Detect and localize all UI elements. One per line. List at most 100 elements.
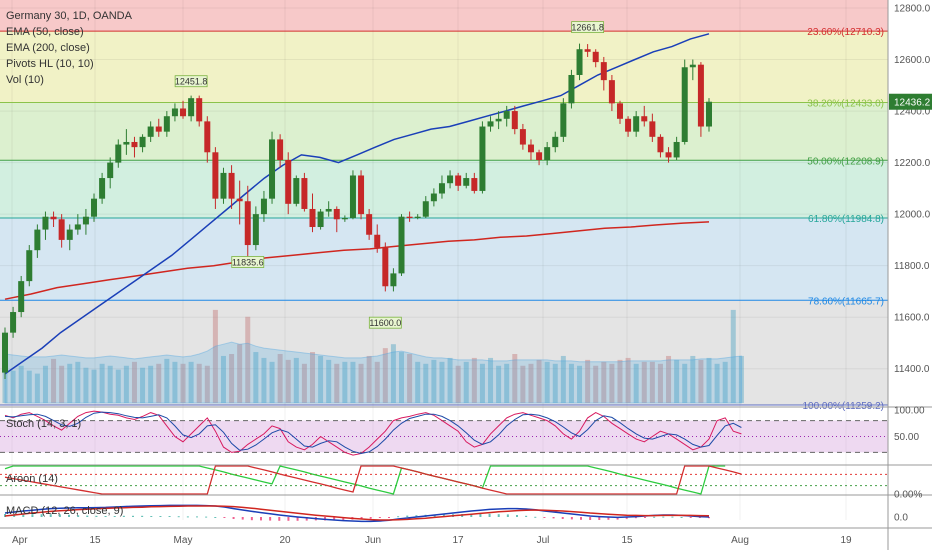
macd-hist-bar (698, 517, 701, 518)
pivot-box (231, 256, 265, 268)
volume-bar (220, 355, 226, 403)
volume-bar (560, 355, 566, 403)
candle-body (26, 250, 33, 282)
legend-pivots[interactable]: Pivots HL (10, 10) (6, 58, 94, 70)
volume-bar (722, 361, 728, 403)
stoch-tick-label: 50.00 (894, 432, 919, 443)
volume-bar (334, 363, 340, 403)
aroon-label[interactable]: Aroon (14) (6, 473, 58, 485)
macd-hist-bar (607, 517, 610, 520)
macd-hist-bar (58, 514, 61, 517)
legend-volume[interactable]: Vol (10) (6, 74, 44, 86)
volume-bar (690, 355, 696, 403)
candle-body (309, 208, 316, 228)
candle-body (50, 216, 57, 220)
candle-body (358, 175, 365, 215)
candle-body (479, 126, 486, 191)
legend-ema200[interactable]: EMA (200, close) (6, 42, 90, 54)
candle-body (171, 108, 178, 117)
legend: Germany 30, 1D, OANDA EMA (50, close) EM… (6, 8, 132, 88)
pivot-box (368, 316, 402, 329)
aroon-tick-label: 0.00% (894, 490, 922, 501)
macd-hist-bar (132, 515, 134, 517)
candle-body (487, 121, 494, 127)
macd-hist-bar (232, 517, 235, 519)
volume-bar (140, 367, 146, 403)
macd-hist-bar (488, 513, 491, 517)
candle-body (447, 175, 454, 184)
macd-hist-bar (689, 517, 692, 518)
grid (0, 0, 888, 520)
candle-body (633, 116, 640, 132)
candle-body (616, 103, 623, 119)
macd-hist-bar (95, 515, 98, 517)
volume-bar (229, 354, 235, 403)
macd-hist-bar (68, 514, 70, 517)
volume-bar (641, 361, 647, 403)
y-tick-label: 12600.0 (894, 55, 931, 66)
volume-bar (374, 361, 380, 403)
volume-bar (568, 363, 574, 403)
macd-hist-bar (552, 517, 555, 519)
macd-hist-bar (86, 515, 89, 517)
candle-body (2, 332, 8, 373)
aroon-up-line (4, 465, 726, 495)
volume-bar (237, 344, 243, 403)
volume-bar (714, 363, 720, 403)
volume-bar (309, 352, 315, 403)
candle-body (188, 98, 195, 117)
volume-bar (415, 361, 421, 403)
macd-hist-bar (214, 517, 217, 518)
candle-body (697, 64, 704, 127)
stoch-label[interactable]: Stoch (14, 3, 1) (6, 418, 82, 430)
volume-bar (366, 355, 372, 403)
volume-bar (617, 359, 623, 403)
macd-hist-bar (580, 517, 582, 520)
candle-body (115, 144, 122, 163)
volume-bar (188, 361, 194, 403)
macd-hist-bar (406, 515, 409, 517)
volume-bar (479, 363, 485, 403)
volume-bar (633, 363, 639, 403)
macd-hist-bar (634, 517, 637, 519)
candle-body (123, 141, 130, 145)
pivots: 12451.8 11835.6 11600.0 12661.8 (174, 21, 605, 329)
volume-bar (99, 363, 105, 403)
macd-label[interactable]: MACD (12, 26, close, 9) (6, 505, 124, 517)
volume-bar (18, 365, 24, 403)
candle-body (673, 141, 680, 158)
candle-body (34, 229, 41, 251)
y-tick-label: 11600.0 (894, 313, 930, 324)
candle-body (592, 51, 599, 63)
candle-body (511, 111, 518, 130)
volume-bar (156, 363, 162, 403)
candle-body (325, 208, 332, 212)
volume-bar (431, 359, 437, 403)
volume-bar (34, 373, 40, 403)
fib-label: 23.60%(12710.3) (807, 27, 884, 38)
candle-body (568, 74, 575, 104)
volume-bar (358, 363, 364, 403)
candle-body (212, 152, 219, 199)
legend-ema50[interactable]: EMA (50, close) (6, 26, 84, 38)
volume-bar (10, 370, 16, 403)
macd-hist-bar (543, 517, 546, 518)
x-tick-label: 17 (452, 535, 464, 546)
volume-bar (544, 361, 550, 403)
volume-bar (326, 359, 332, 403)
macd-hist-bar (168, 516, 171, 517)
candle-body (236, 198, 243, 202)
macd-hist-bar (342, 517, 345, 520)
volume-bar (59, 365, 65, 403)
ema-lines (4, 33, 710, 375)
volume-bar (180, 363, 186, 403)
volume-bar (552, 363, 558, 403)
macd-hist-bar (388, 517, 390, 518)
macd-tick-label: 0.0 (894, 513, 908, 524)
candle-body (471, 178, 478, 191)
candle-body (406, 216, 413, 218)
fib-lines: 23.60%(12710.3) 38.20%(12433.0) 50.00%(122… (0, 27, 888, 412)
volume-bar (682, 363, 688, 403)
candle-body (438, 183, 445, 194)
